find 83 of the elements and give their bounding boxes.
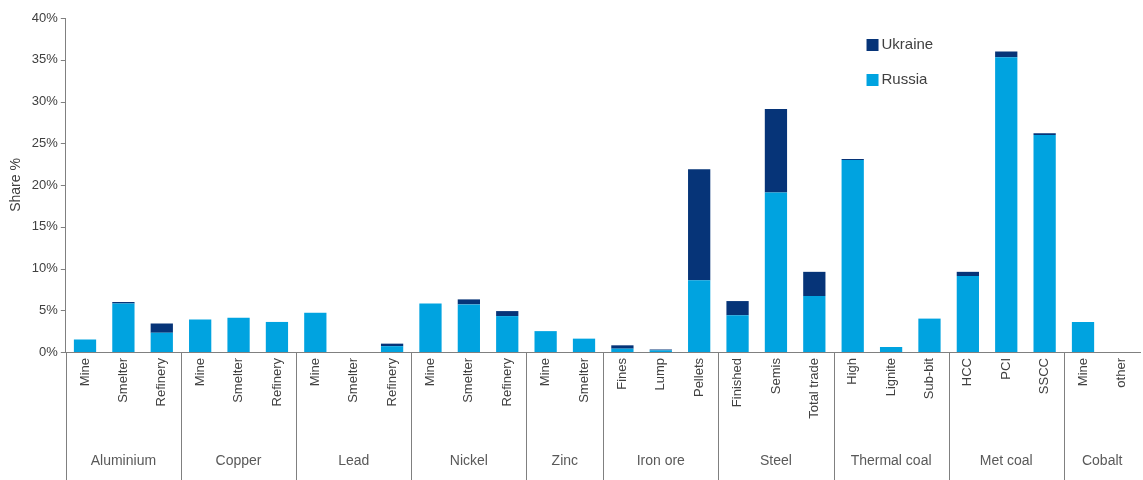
x-tick-label: Finished	[729, 358, 745, 408]
bar	[688, 169, 711, 281]
bar	[534, 331, 557, 352]
bar	[150, 323, 173, 333]
bar	[380, 346, 404, 352]
bar	[1071, 321, 1095, 352]
x-tick-label: Pellets	[690, 357, 706, 398]
x-tick-label: Mine	[306, 358, 322, 387]
x-tick-label: Smelter	[575, 357, 591, 403]
x-tick-label: Lignite	[882, 358, 898, 397]
x-tick-label: Refinery	[383, 357, 399, 407]
bar	[112, 303, 135, 352]
text: Cobalt	[1081, 451, 1123, 468]
bar	[150, 332, 173, 352]
x-tick-label: Sub-bit	[921, 357, 937, 400]
bar	[764, 109, 788, 193]
y-tick-label: 20%	[31, 176, 59, 192]
bar	[956, 276, 979, 352]
y-tick-label: 0%	[39, 343, 59, 359]
x-tick-label: Mine	[1074, 358, 1090, 387]
x-tick-label: HCC	[959, 358, 975, 387]
text: Iron ore	[636, 451, 686, 468]
x-tick-label: Lump	[652, 358, 668, 391]
bar	[457, 304, 480, 352]
bar	[803, 296, 826, 352]
text: Nickel	[449, 451, 488, 468]
y-axis-title: Share %	[7, 158, 24, 212]
bar	[1033, 134, 1056, 352]
bar	[995, 51, 1018, 58]
bar	[726, 315, 749, 352]
x-tick-label: Total trade	[805, 358, 821, 419]
y-tick-label: 35%	[31, 51, 59, 67]
bar	[726, 301, 749, 316]
text: Thermal coal	[850, 451, 932, 468]
y-tick-label: 5%	[39, 301, 59, 317]
bar	[189, 319, 212, 352]
x-tick-label: other	[1112, 357, 1128, 388]
bar	[496, 316, 519, 352]
x-tick-label: Smelter	[460, 357, 476, 403]
x-tick-label: Refinery	[498, 357, 514, 407]
bar	[457, 299, 480, 305]
text: Steel	[759, 451, 792, 468]
y-tick-label: 25%	[31, 134, 59, 150]
bar	[879, 346, 903, 352]
bar	[304, 312, 327, 352]
x-tick-label: PCI	[997, 358, 1013, 380]
y-tick-label: 15%	[31, 218, 59, 234]
bar	[803, 271, 826, 297]
x-tick-label: Smelter	[230, 357, 246, 403]
bar	[918, 318, 941, 352]
x-tick-label: Smelter	[345, 357, 361, 403]
bar	[841, 159, 864, 352]
legend-label: Ukraine	[881, 35, 934, 53]
bar	[688, 280, 711, 352]
x-tick-label: Mine	[537, 358, 553, 387]
bar	[496, 311, 519, 317]
legend-label: Russia	[881, 70, 929, 88]
text: Zinc	[551, 451, 579, 468]
x-tick-label: Refinery	[153, 357, 169, 407]
text: Lead	[338, 451, 370, 468]
y-tick-label: 40%	[31, 9, 59, 25]
bar	[227, 317, 250, 352]
x-tick-label: Refinery	[268, 357, 284, 407]
bar	[995, 57, 1018, 352]
bar	[265, 321, 289, 352]
x-tick-label: Mine	[422, 358, 438, 387]
bar	[572, 338, 596, 352]
x-tick-label: SSCC	[1036, 358, 1052, 395]
y-tick-label: 30%	[31, 93, 59, 109]
text: Aluminium	[90, 451, 157, 468]
bar	[764, 192, 788, 352]
x-tick-label: Mine	[76, 358, 92, 387]
x-tick-label: Smelter	[114, 357, 130, 403]
x-tick-label: High	[844, 358, 860, 385]
bar	[73, 339, 97, 352]
bar	[956, 271, 979, 277]
x-tick-label: Fines	[613, 357, 629, 390]
y-tick-label: 10%	[31, 260, 59, 276]
text: Met coal	[979, 451, 1033, 468]
x-tick-label: Mine	[191, 358, 207, 387]
text: Copper	[215, 451, 262, 468]
x-tick-label: Semis	[767, 357, 783, 395]
bar	[419, 303, 442, 352]
